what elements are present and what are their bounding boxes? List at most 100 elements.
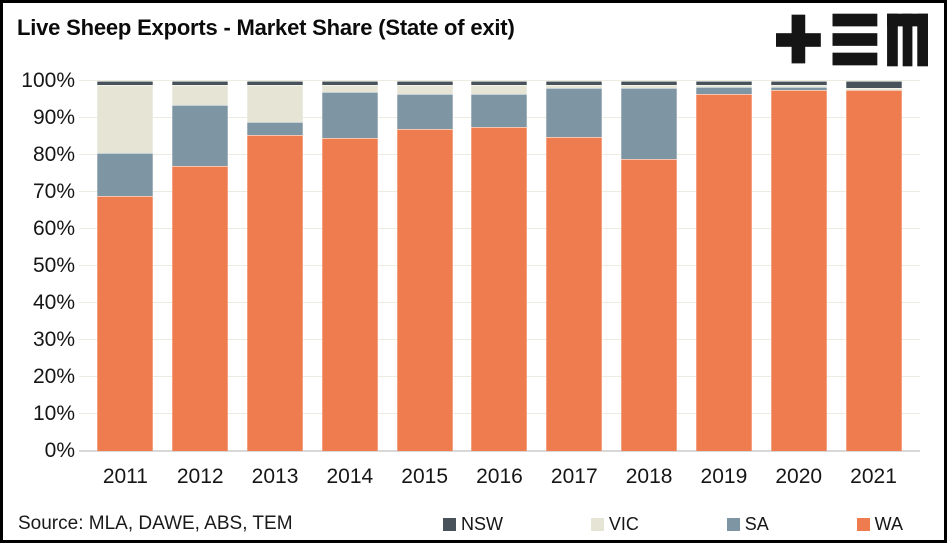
bar-slot [387,81,462,451]
legend-label: WA [874,514,903,534]
x-tick-label: 2018 [625,465,673,488]
segment-nsw [770,81,827,86]
segment-nsw [621,81,678,85]
segment-sa [321,92,378,139]
segment-nsw [695,81,752,85]
plot-area [79,80,920,452]
bar-slot [462,81,537,451]
segment-vic [247,84,304,122]
legend-label: NSW [461,514,503,534]
legend-label: SA [744,514,769,534]
stacked-bar-2019 [695,81,752,451]
segment-vic [172,84,229,106]
y-tick-label: 70% [32,180,75,203]
segment-vic [546,84,603,89]
stacked-bar-2015 [396,81,453,451]
stacked-bar-2012 [172,81,229,451]
y-tick-label: 0% [44,439,75,462]
y-tick-label: 30% [32,328,75,351]
y-tick-label: 50% [32,254,75,277]
y-tick-label: 40% [32,291,75,314]
segment-sa [396,93,453,130]
chart-title: Live Sheep Exports - Market Share (State… [17,15,515,40]
x-axis-line [79,450,920,452]
stacked-bar-2017 [546,81,603,451]
stacked-bar-2020 [770,81,827,451]
segment-sa [845,89,902,91]
gridline [79,80,920,81]
stacked-bar-2011 [97,81,154,451]
bar-slot [238,81,313,451]
stacked-bar-2018 [621,81,678,451]
source-note: Source: MLA, DAWE, ABS, TEM [18,513,293,534]
y-tick-label: 90% [32,106,75,129]
x-tick-label: 2013 [251,465,299,488]
legend-swatch-nsw [443,518,456,531]
segment-wa [845,90,902,451]
y-tick-label: 20% [32,365,75,388]
segment-nsw [172,81,229,85]
segment-vic [396,84,453,94]
segment-vic [695,84,752,87]
stacked-bar-2021 [845,81,902,451]
segment-wa [97,195,154,451]
segment-vic [321,84,378,93]
bar-slot [612,81,687,451]
segment-vic [845,88,902,90]
segment-wa [321,138,378,451]
legend-swatch-wa [856,518,870,531]
x-tick-label: 2016 [476,465,523,488]
segment-nsw [845,81,902,89]
segment-sa [97,153,154,196]
legend-item-vic: VIC [590,514,639,535]
legend-item-sa: SA [726,514,769,535]
x-tick-label: 2015 [401,465,449,488]
bar-slot [163,81,238,451]
segment-nsw [247,81,304,85]
y-tick-label: 10% [32,402,75,425]
x-tick-label: 2020 [775,465,823,488]
stacked-bar-2013 [247,81,304,451]
logo-equals-icon [832,13,878,27]
stacked-bar-2014 [321,81,378,451]
x-tick-label: 2019 [700,465,748,488]
segment-wa [247,134,304,451]
bar-slot [537,81,612,451]
y-axis-labels: 0% 10% 20% 30% 40% 50% 60% 70% 80% 90% 100% [3,69,75,462]
segment-wa [172,166,229,451]
y-tick-label: 60% [32,217,75,240]
segment-sa [695,86,752,94]
tem-logo [776,12,928,68]
segment-sa [621,88,678,159]
stacked-bar-2016 [471,81,528,451]
segment-nsw [471,81,528,85]
segment-vic [621,84,678,89]
segment-vic [97,84,154,154]
segment-nsw [321,81,378,85]
tem-logo-graphic [776,13,928,67]
segment-nsw [546,81,603,85]
segment-wa [396,129,453,451]
bar-slot [836,81,911,451]
segment-vic [471,84,528,94]
y-tick-label: 100% [21,69,75,92]
legend-label: VIC [608,514,639,534]
bar-slot [687,81,762,451]
x-tick-label: 2017 [550,465,598,488]
x-tick-label: 2011 [102,465,148,488]
segment-nsw [396,81,453,85]
segment-wa [770,90,827,451]
segment-vic [770,85,827,87]
legend-swatch-vic [590,518,604,531]
legend-item-nsw: NSW [443,514,503,535]
bar-slot [761,81,836,451]
segment-wa [621,158,678,451]
segment-sa [770,86,827,91]
segment-sa [546,88,603,137]
segment-sa [247,121,304,135]
legend: NSW VIC SA WA [443,514,903,535]
x-tick-label: 2014 [326,465,374,488]
segment-wa [695,93,752,451]
bar-slot [88,81,163,451]
